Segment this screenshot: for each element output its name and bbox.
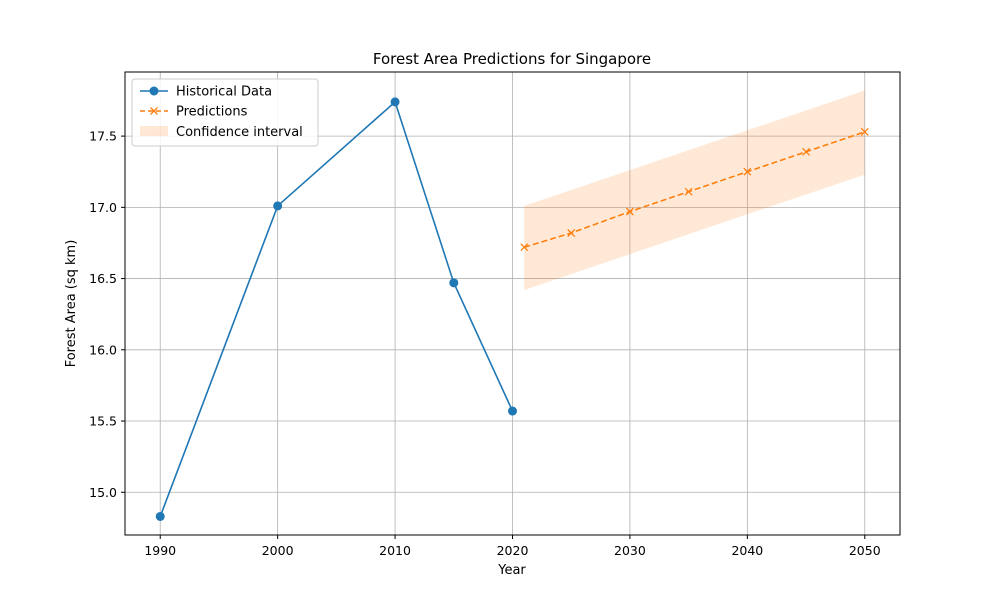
legend-item-historical: Historical Data (140, 85, 272, 100)
chart-title: Forest Area Predictions for Singapore (373, 50, 651, 68)
data-point (508, 406, 517, 416)
series-historical-data (155, 97, 517, 521)
y-tick-label: 15.0 (89, 485, 117, 500)
axis-ticks: 1990 2000 2010 2020 2030 2040 2050 15.0 15.5 16.0… (89, 129, 881, 558)
data-point (449, 278, 459, 288)
series-predictions (520, 127, 869, 252)
legend-box (131, 78, 319, 147)
data-point (802, 147, 811, 156)
legend-predictions-marker (150, 107, 158, 115)
x-tick-label: 2020 (497, 543, 529, 558)
x-tick-label: 1990 (144, 543, 176, 558)
series-line (159, 100, 514, 517)
legend-confidence-swatch (140, 126, 168, 136)
x-tick-label: 2010 (379, 543, 411, 558)
data-point (743, 167, 752, 176)
confidence-interval-band (524, 90, 865, 290)
y-axis-label: Forest Area (sq km) (64, 240, 79, 368)
legend-predictions-label: Predictions (176, 105, 248, 120)
series-layer (155, 97, 869, 521)
x-axis-label: Year (497, 563, 526, 578)
data-point (520, 243, 529, 252)
legend-historical-marker (149, 86, 159, 96)
data-point (625, 207, 634, 216)
grid (125, 72, 900, 535)
data-point (390, 97, 400, 107)
y-tick-label: 15.5 (89, 414, 117, 429)
data-point (684, 187, 693, 196)
y-tick-label: 17.5 (89, 129, 117, 144)
x-tick-label: 2040 (731, 543, 763, 558)
legend: Historical Data Predictions Confidence i… (131, 78, 319, 147)
x-tick-label: 2000 (262, 543, 294, 558)
legend-historical-label: Historical Data (176, 85, 272, 100)
y-tick-label: 17.0 (89, 200, 117, 215)
y-tick-label: 16.5 (89, 271, 117, 286)
x-tick-label: 2030 (614, 543, 646, 558)
y-tick-label: 16.0 (89, 342, 117, 357)
legend-confidence-label: Confidence interval (176, 125, 303, 140)
legend-item-predictions: Predictions (140, 105, 248, 120)
x-tick-label: 2050 (849, 543, 881, 558)
confidence-interval-area (524, 90, 865, 290)
data-point (860, 127, 869, 136)
data-point (155, 511, 165, 521)
data-point (567, 229, 576, 237)
data-point (273, 201, 283, 211)
legend-item-confidence: Confidence interval (140, 125, 303, 140)
